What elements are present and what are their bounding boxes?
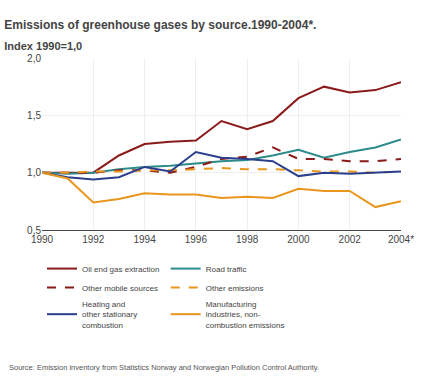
svg-text:0,5: 0,5 bbox=[27, 225, 41, 236]
svg-text:Index 1990=1,0: Index 1990=1,0 bbox=[4, 40, 82, 52]
svg-text:Emissions of greenhouse gases: Emissions of greenhouse gases by source.… bbox=[4, 18, 316, 32]
svg-text:1996: 1996 bbox=[185, 234, 208, 245]
svg-text:1990: 1990 bbox=[31, 234, 54, 245]
svg-text:1994: 1994 bbox=[133, 234, 156, 245]
svg-text:2,0: 2,0 bbox=[27, 53, 41, 64]
svg-text:1998: 1998 bbox=[236, 234, 259, 245]
svg-text:2002: 2002 bbox=[339, 234, 362, 245]
svg-text:2000: 2000 bbox=[287, 234, 310, 245]
svg-text:Other emissions: Other emissions bbox=[206, 284, 264, 293]
svg-text:Source: Emission inventory fro: Source: Emission inventory from Statisti… bbox=[9, 363, 319, 372]
svg-text:Other mobile sources: Other mobile sources bbox=[82, 284, 158, 293]
svg-text:1,0: 1,0 bbox=[27, 167, 41, 178]
svg-text:Road traffic: Road traffic bbox=[206, 265, 247, 274]
svg-text:1992: 1992 bbox=[82, 234, 105, 245]
svg-text:Oil end gas extraction: Oil end gas extraction bbox=[82, 265, 159, 274]
svg-text:Manufacturingindustries, non-c: Manufacturingindustries, non-combustion … bbox=[206, 300, 285, 330]
svg-text:2004*: 2004* bbox=[388, 234, 414, 245]
svg-text:Heating andother stationarycom: Heating andother stationarycombustion bbox=[82, 300, 137, 330]
svg-text:1,5: 1,5 bbox=[27, 110, 41, 121]
